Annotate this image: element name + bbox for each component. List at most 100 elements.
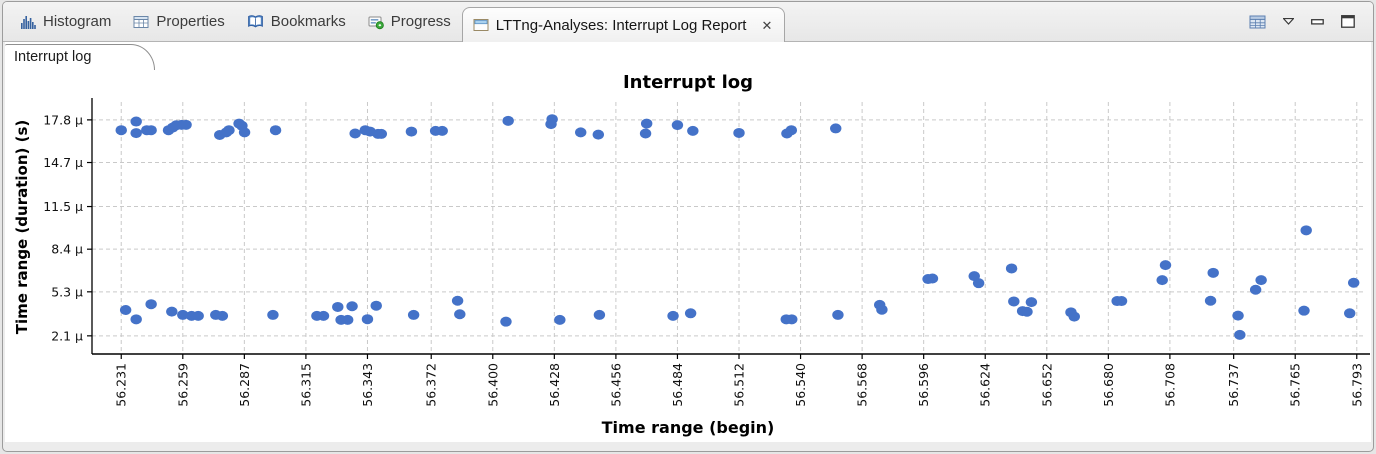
scatter-point <box>454 309 466 320</box>
x-tick-label: 56.568 <box>855 363 870 407</box>
tab-properties[interactable]: Properties <box>122 2 235 41</box>
scatter-point <box>592 129 605 140</box>
x-tick-label: 56.315 <box>298 363 313 407</box>
x-tick-label: 56.231 <box>114 363 129 407</box>
x-tick-label: 56.708 <box>1162 363 1177 407</box>
scatter-point <box>546 114 558 125</box>
interrupt-log-chart: Interrupt log Time range (duration) (s) … <box>8 72 1370 438</box>
scatter-point <box>145 299 157 310</box>
maximize-icon[interactable] <box>1341 15 1355 28</box>
scatter-point <box>192 310 204 321</box>
x-tick-label: 56.624 <box>978 363 993 407</box>
scatter-point <box>1298 305 1310 316</box>
close-icon[interactable]: ✕ <box>761 17 773 33</box>
scatter-point <box>785 125 798 136</box>
x-tick-label: 56.596 <box>916 363 931 407</box>
subtab-interrupt-log[interactable]: Interrupt log <box>5 44 155 70</box>
tab-label: Bookmarks <box>270 13 346 30</box>
tab-bookmarks[interactable]: Bookmarks <box>236 2 357 41</box>
scatter-point <box>346 301 358 312</box>
scatter-point <box>267 309 279 320</box>
chart-plot-area[interactable]: 2.1 µ 5.3 µ 8.4 µ 11.5 µ 14.7 µ 17.8 µ 56.231 5… <box>8 96 1374 426</box>
view-toolbar <box>1249 15 1373 29</box>
y-tick-label: 11.5 µ <box>43 199 83 214</box>
scatter-point <box>349 128 361 139</box>
scatter-point <box>436 125 448 136</box>
scatter-point <box>786 314 798 325</box>
view-content: Interrupt log Interrupt log Time range (… <box>5 42 1371 442</box>
scatter-point <box>1232 310 1244 321</box>
x-tick-label: 56.680 <box>1101 363 1116 407</box>
x-tick-label: 56.652 <box>1039 363 1054 407</box>
x-axis-label: Time range (begin) <box>601 418 775 437</box>
scatter-point <box>1159 260 1172 271</box>
scatter-point <box>972 278 985 289</box>
y-tick-label: 8.4 µ <box>51 242 83 257</box>
x-tick-label: 56.287 <box>237 363 252 407</box>
y-tick-label: 17.8 µ <box>43 112 83 127</box>
scatter-point <box>733 127 745 138</box>
scatter-point <box>667 310 679 321</box>
scatter-point <box>500 316 512 327</box>
tab-label: LTTng-Analyses: Interrupt Log Report <box>495 16 747 34</box>
scatter-point <box>1255 275 1267 286</box>
x-tick-label: 56.259 <box>175 363 190 407</box>
scatter-point <box>1068 311 1080 322</box>
scatter-point <box>593 309 606 320</box>
view-menu-icon[interactable] <box>1283 18 1294 25</box>
report-window-icon <box>473 17 489 33</box>
scatter-point <box>216 310 229 321</box>
view-table-icon[interactable] <box>1249 15 1266 29</box>
x-tick-label: 56.540 <box>793 363 808 407</box>
y-tick-label: 5.3 µ <box>51 284 83 299</box>
chart-title: Interrupt log <box>622 72 754 93</box>
x-tick-label: 56.343 <box>360 363 375 407</box>
progress-icon <box>368 14 384 30</box>
scatter-point <box>639 128 652 139</box>
scatter-point <box>130 128 142 139</box>
scatter-point <box>269 125 282 136</box>
scatter-point <box>341 314 354 325</box>
scatter-point <box>1156 275 1168 286</box>
x-tick-label: 56.400 <box>485 363 500 407</box>
book-icon <box>247 14 264 30</box>
scatter-point <box>451 295 464 306</box>
scatter-point <box>361 314 374 325</box>
scatter-point <box>1207 267 1219 278</box>
scatter-point <box>223 125 235 136</box>
scatter-point <box>119 304 132 315</box>
scatter-point <box>575 127 587 138</box>
scatter-point <box>317 310 330 321</box>
tab-lttng-analyses-interrupt-log-report[interactable]: LTTng-Analyses: Interrupt Log Report ✕ <box>461 7 786 42</box>
scatter-point <box>130 116 142 127</box>
scatter-point <box>370 300 382 311</box>
minimize-icon[interactable] <box>1311 18 1324 25</box>
scatter-point <box>238 127 251 138</box>
x-tick-label: 56.765 <box>1288 363 1303 407</box>
scatter-point <box>1005 263 1018 274</box>
scatter-point <box>502 115 514 126</box>
x-tick-label: 56.512 <box>732 363 747 407</box>
scatter-point <box>177 309 189 320</box>
x-tick-label: 56.484 <box>670 363 685 407</box>
scatter-point <box>1025 297 1038 308</box>
scatter-point <box>407 309 420 320</box>
scatter-point <box>1249 284 1262 295</box>
scatter-point <box>640 118 653 129</box>
view-tab-bar: Histogram Properties Bookmarks <box>3 2 1373 42</box>
histogram-icon <box>20 14 36 30</box>
scatter-point <box>130 314 142 325</box>
scatter-point <box>1234 329 1246 340</box>
scatter-point <box>1344 308 1356 319</box>
x-tick-label: 56.456 <box>608 363 623 407</box>
scatter-point <box>180 119 192 130</box>
scatter-point <box>1115 296 1128 307</box>
tab-progress[interactable]: Progress <box>357 2 462 41</box>
scatter-point <box>1021 306 1033 317</box>
table-icon <box>133 14 149 30</box>
scatter-point <box>375 128 388 139</box>
tab-histogram[interactable]: Histogram <box>9 2 122 41</box>
scatter-point <box>830 123 842 134</box>
x-tick-label: 56.737 <box>1226 363 1241 407</box>
